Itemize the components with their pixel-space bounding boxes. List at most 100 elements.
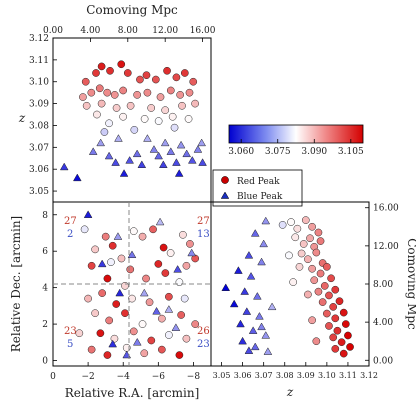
red-peak-point: [154, 117, 163, 125]
red-peak-point: [138, 232, 147, 241]
bottom-right-x-tick-label: 3.08: [276, 371, 294, 380]
red-peak-point: [333, 326, 342, 335]
legend-red-marker: [221, 176, 229, 184]
red-peak-point: [331, 314, 340, 323]
red-peak-point: [287, 218, 295, 226]
panel-top-left-points: [59, 60, 207, 182]
red-peak-point: [105, 316, 114, 325]
red-peak-point: [316, 237, 325, 245]
red-peak-point: [327, 274, 335, 283]
red-peak-point: [186, 240, 194, 248]
red-peak-point: [149, 225, 157, 234]
blue-peak-point: [234, 266, 243, 274]
red-peak-point: [331, 285, 340, 294]
red-peak-point: [314, 287, 323, 296]
red-peak-point: [325, 322, 333, 330]
blue-peak-point: [238, 336, 247, 345]
red-peak-point: [98, 289, 107, 297]
blue-peak-point: [158, 160, 168, 169]
red-peak-point: [84, 294, 92, 303]
top-x-tick-label: 4.00: [80, 26, 100, 36]
top-y-axis-label: z: [18, 111, 26, 125]
red-peak-point: [112, 300, 121, 308]
bottom-left-x-tick-label: −2: [81, 372, 94, 382]
top-y-tick-label: 3.10: [29, 78, 49, 88]
red-peak-point: [182, 334, 191, 343]
red-peak-point: [147, 336, 156, 345]
blue-peak-point: [174, 169, 184, 177]
red-peak-point: [128, 294, 136, 303]
blue-peak-point: [255, 312, 264, 320]
red-peak-point: [97, 99, 106, 108]
red-peak-point: [80, 225, 89, 234]
red-peak-point: [126, 265, 135, 274]
blue-peak-point: [114, 134, 123, 142]
legend-blue-label: Blue Peak: [237, 192, 283, 202]
red-peak-point: [129, 227, 138, 236]
red-peak-point: [103, 274, 112, 283]
blue-peak-point: [250, 342, 260, 351]
red-peak-point: [103, 88, 112, 97]
red-peak-point: [312, 337, 321, 346]
blue-peak-point: [253, 291, 262, 300]
red-peak-point: [91, 245, 99, 254]
red-peak-point: [119, 112, 127, 121]
annotation-tr-red: 27: [197, 216, 210, 227]
blue-peak-point: [176, 140, 186, 149]
blue-peak-point: [257, 322, 266, 331]
bottom-left-y-tick-label: 4: [42, 284, 48, 294]
red-peak-point: [119, 86, 127, 95]
red-peak-point: [323, 262, 331, 271]
top-x-axis-label: Comoving Mpc: [86, 3, 178, 17]
blue-peak-point: [236, 319, 245, 328]
red-peak-point: [156, 93, 165, 101]
red-peak-point: [93, 110, 101, 119]
blue-peak-point: [182, 149, 192, 158]
bottom-right-x-axis-label: z: [286, 385, 294, 399]
blue-peak-point: [259, 239, 268, 248]
red-peak-point: [154, 260, 163, 268]
legend: Red Peak Blue Peak: [212, 169, 303, 207]
legend-red-label: Red Peak: [237, 177, 280, 187]
red-peak-point: [87, 88, 96, 97]
blue-peak-point: [155, 217, 165, 226]
red-peak-point: [316, 269, 325, 278]
bottom-right-x-tick-label: 3.06: [234, 371, 252, 380]
red-peak-point: [310, 276, 319, 285]
red-peak-point: [170, 123, 179, 132]
blue-peak-point: [143, 134, 152, 142]
red-peak-point: [175, 351, 184, 359]
red-peak-point: [289, 278, 298, 286]
blue-peak-point: [139, 288, 149, 297]
red-peak-point: [163, 66, 171, 75]
blue-peak-point: [197, 138, 206, 147]
panel-bottom-right-ticks: 3.05 3.06 3.07 3.08 3.09 3.10 3.11 3.12 0.00 4.00…: [213, 204, 399, 380]
red-peak-point: [166, 249, 175, 257]
annotation-tl-red: 27: [64, 216, 77, 227]
red-peak-point: [157, 314, 166, 323]
red-peak-point: [108, 241, 117, 250]
blue-peak-point: [221, 283, 231, 291]
top-y-tick-label: 3.12: [29, 34, 49, 44]
red-peak-point: [278, 221, 287, 229]
red-peak-point: [180, 294, 189, 303]
red-peak-point: [161, 269, 170, 277]
top-y-tick-label: 3.05: [29, 187, 49, 197]
top-x-tick-label: 8.00: [118, 26, 138, 36]
red-peak-point: [129, 327, 138, 336]
red-peak-point: [151, 75, 160, 84]
blue-peak-point: [187, 156, 197, 164]
blue-peak-point: [244, 346, 254, 354]
red-peak-point: [138, 320, 147, 328]
annotation-br-blue: 23: [197, 339, 210, 350]
red-peak-point: [121, 281, 129, 290]
red-peak-point: [95, 84, 104, 93]
blue-peak-point: [152, 306, 161, 315]
red-peak-point: [140, 115, 149, 123]
red-peak-point: [75, 329, 84, 338]
red-peak-point: [308, 316, 316, 325]
blue-peak-point: [248, 326, 258, 334]
blue-peak-point: [172, 158, 181, 166]
annotation-tr-blue: 13: [197, 229, 210, 240]
red-peak-point: [189, 77, 198, 86]
